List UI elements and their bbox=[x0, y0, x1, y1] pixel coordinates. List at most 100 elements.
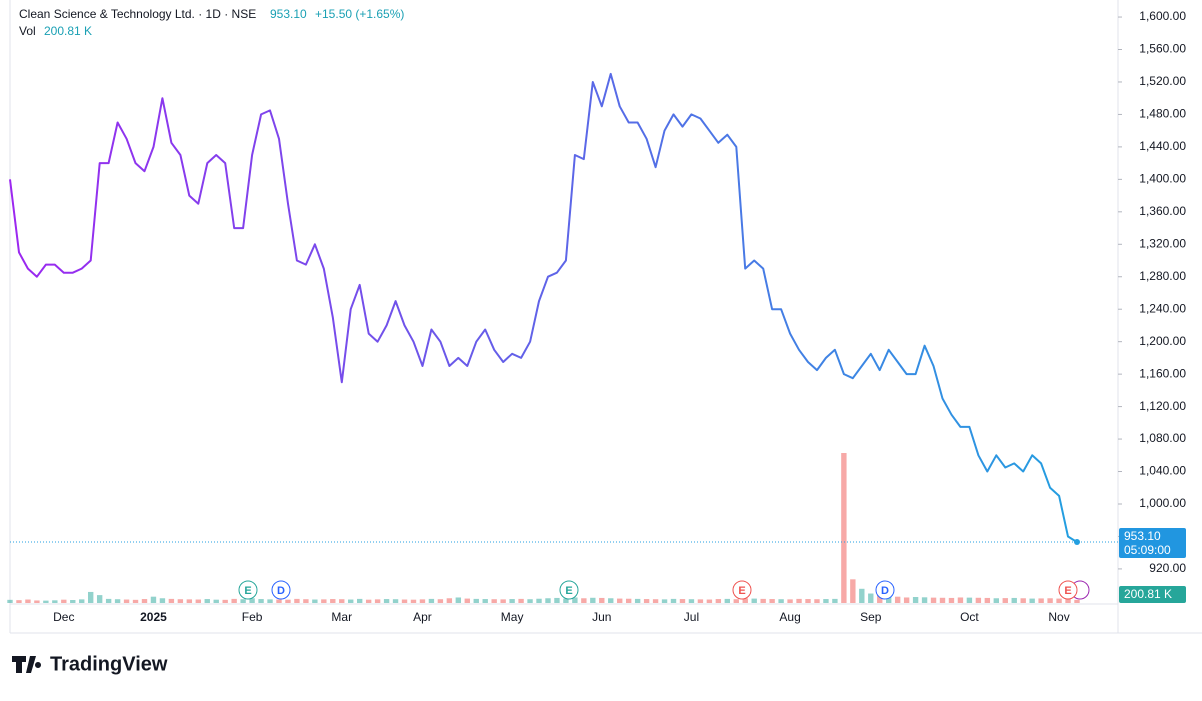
volume-bar bbox=[751, 598, 757, 603]
volume-bar bbox=[643, 599, 650, 603]
volume-bar bbox=[276, 599, 282, 603]
volume-bar bbox=[105, 598, 112, 603]
y-tick-label: 1,400.00 bbox=[1139, 172, 1186, 186]
x-tick-label: Apr bbox=[413, 610, 432, 624]
y-tick-label: 1,120.00 bbox=[1139, 399, 1186, 413]
x-tick-label: Jul bbox=[684, 610, 699, 624]
volume-bar bbox=[177, 599, 184, 603]
event-badge[interactable] bbox=[1058, 580, 1078, 600]
volume-bar bbox=[365, 599, 372, 603]
event-badge[interactable] bbox=[238, 580, 258, 600]
volume-bar bbox=[285, 599, 291, 603]
volume-bar bbox=[984, 597, 991, 603]
volume-bar bbox=[1011, 597, 1017, 603]
volume-bar bbox=[213, 599, 219, 603]
volume-bar bbox=[697, 599, 704, 603]
volume-bar bbox=[832, 598, 838, 603]
volume-bar bbox=[123, 599, 130, 603]
brand: TradingView bbox=[50, 653, 168, 675]
x-tick-label: Nov bbox=[1048, 610, 1069, 624]
volume-bar bbox=[930, 597, 937, 603]
volume-bar bbox=[608, 598, 614, 603]
x-tick-label: 2025 bbox=[140, 610, 167, 624]
price bbox=[9, 72, 1078, 543]
volume-bar bbox=[599, 597, 605, 603]
volume-bar bbox=[805, 599, 811, 603]
volume-bar bbox=[625, 598, 632, 603]
volume-bar bbox=[34, 600, 40, 603]
y-tick-label: 920.00 bbox=[1149, 561, 1186, 575]
x-tick-label: May bbox=[501, 610, 524, 624]
y-tick-label: 1,160.00 bbox=[1139, 366, 1186, 380]
volume-bar bbox=[52, 600, 58, 603]
volume-bar bbox=[1047, 598, 1053, 603]
volume-bar bbox=[563, 598, 569, 603]
last-price: 953.10 bbox=[270, 7, 307, 21]
volume-bar bbox=[79, 599, 85, 603]
volume-bar bbox=[733, 599, 739, 603]
volume bbox=[7, 453, 1080, 603]
volume-bar bbox=[903, 597, 910, 603]
volume-bar bbox=[886, 595, 892, 603]
last-price-box bbox=[1119, 528, 1186, 559]
volume-bar bbox=[868, 593, 874, 603]
volume-bar bbox=[186, 599, 193, 603]
volume-bar bbox=[850, 579, 856, 603]
volume-bar bbox=[841, 453, 847, 603]
volume-bar bbox=[527, 599, 533, 603]
volume-bar bbox=[61, 599, 67, 603]
volume-bar bbox=[249, 598, 255, 603]
volume-bar bbox=[545, 598, 551, 603]
volume-bar bbox=[724, 598, 731, 603]
volume-box bbox=[1119, 586, 1186, 603]
volume-bar bbox=[787, 599, 793, 603]
volume-bar bbox=[1029, 598, 1035, 603]
volume-bar bbox=[464, 598, 470, 603]
event-badge[interactable] bbox=[875, 580, 895, 600]
volume-bar bbox=[1002, 598, 1008, 603]
volume-bar bbox=[921, 597, 928, 603]
volume-bar bbox=[70, 600, 76, 603]
x-tick-label: Feb bbox=[242, 610, 263, 624]
event-badge[interactable] bbox=[559, 580, 579, 600]
volume-bar bbox=[437, 599, 444, 603]
volume-bar bbox=[7, 599, 13, 603]
volume-bar bbox=[348, 599, 354, 603]
volume-bar bbox=[392, 599, 399, 603]
y-tick-label: 1,080.00 bbox=[1139, 431, 1186, 445]
volume-bar bbox=[679, 599, 686, 603]
volume-bar bbox=[652, 599, 659, 603]
volume-bar bbox=[132, 599, 139, 603]
volume-value: 200.81 K bbox=[44, 24, 92, 38]
volume-bar bbox=[617, 598, 623, 603]
x-tick-label: Dec bbox=[53, 610, 74, 624]
event-badge[interactable] bbox=[732, 580, 752, 600]
volume-last-label: 200.81 K bbox=[1124, 587, 1172, 601]
y-tick-label: 1,600.00 bbox=[1139, 9, 1186, 23]
y-tick-label: 1,520.00 bbox=[1139, 74, 1186, 88]
volume-bar bbox=[455, 597, 462, 603]
x-tick-label: Mar bbox=[331, 610, 352, 624]
volume-bar bbox=[948, 597, 955, 603]
volume-bar bbox=[993, 598, 999, 603]
y-tick-label: 1,320.00 bbox=[1139, 236, 1186, 250]
volume-bar bbox=[168, 598, 175, 603]
volume-bar bbox=[518, 598, 524, 603]
volume-bar bbox=[240, 599, 246, 603]
volume-bar bbox=[1074, 599, 1080, 603]
volume-bar bbox=[715, 599, 722, 603]
volume-bar bbox=[814, 599, 820, 603]
x-tick-label: Jun bbox=[592, 610, 611, 624]
y-tick-label: 1,440.00 bbox=[1139, 139, 1186, 153]
volume-bar bbox=[150, 596, 157, 603]
volume-bar bbox=[590, 597, 596, 603]
last-point bbox=[1074, 539, 1080, 546]
y-tick-label: 1,200.00 bbox=[1139, 334, 1186, 348]
volume-bar bbox=[159, 598, 166, 603]
event-badge[interactable] bbox=[271, 580, 291, 600]
volume-bar bbox=[419, 599, 426, 603]
volume-bar bbox=[661, 599, 668, 603]
volume-bar bbox=[706, 599, 713, 603]
volume-bar bbox=[500, 599, 506, 603]
y-tick-label: 1,480.00 bbox=[1139, 107, 1186, 121]
